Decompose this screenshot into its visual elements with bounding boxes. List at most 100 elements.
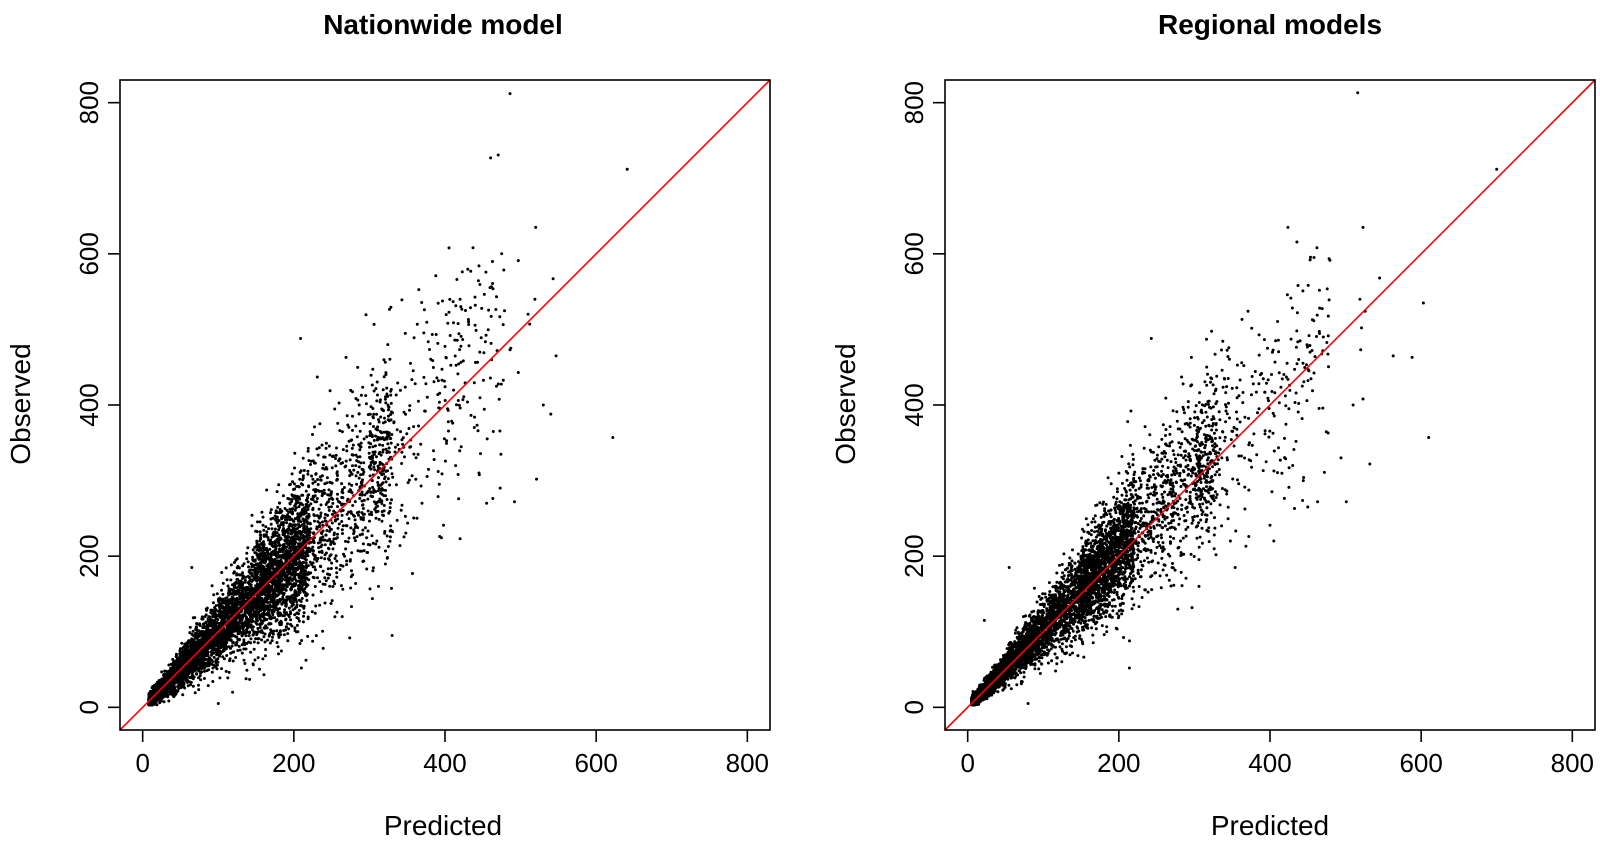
data-point: [191, 647, 195, 651]
data-point: [212, 593, 216, 597]
data-point: [172, 684, 176, 688]
data-point: [360, 532, 364, 536]
data-point: [311, 545, 315, 549]
y-tick-label: 0: [74, 700, 104, 714]
data-point: [270, 584, 274, 588]
data-point: [176, 666, 180, 670]
data-point: [299, 666, 303, 670]
data-point: [508, 92, 512, 96]
data-point: [167, 699, 171, 703]
data-point: [249, 571, 253, 575]
data-point: [196, 629, 200, 633]
data-point: [226, 676, 230, 680]
data-point: [209, 621, 213, 625]
data-point: [236, 607, 240, 611]
data-point: [244, 628, 248, 632]
data-point: [291, 608, 295, 612]
data-point: [226, 625, 230, 629]
data-point: [212, 609, 216, 613]
data-point: [227, 593, 231, 597]
data-point: [377, 584, 380, 588]
data-point: [209, 642, 213, 646]
data-point: [216, 613, 220, 617]
data-point: [299, 520, 303, 524]
data-point: [201, 664, 205, 668]
data-point: [333, 615, 337, 619]
data-point: [224, 669, 228, 673]
data-point: [300, 639, 304, 642]
data-point: [378, 398, 382, 402]
data-point: [380, 502, 384, 505]
data-point: [197, 657, 201, 661]
data-point: [325, 529, 329, 532]
data-point: [191, 616, 195, 620]
data-point: [184, 656, 188, 660]
data-point: [328, 558, 332, 562]
data-point: [174, 689, 178, 693]
data-point: [283, 572, 287, 576]
data-point: [281, 533, 285, 537]
data-point: [250, 513, 254, 517]
data-point: [259, 537, 263, 541]
data-point: [245, 557, 249, 561]
data-point: [162, 700, 166, 704]
data-point: [250, 524, 254, 528]
data-point: [225, 633, 229, 637]
data-point: [250, 574, 254, 578]
data-point: [279, 649, 283, 653]
data-point: [181, 674, 185, 678]
data-point: [355, 482, 359, 486]
data-point: [163, 676, 167, 679]
data-point: [353, 518, 357, 522]
data-point: [316, 576, 319, 580]
data-point: [340, 482, 344, 486]
data-point: [336, 505, 339, 509]
data-point: [244, 677, 248, 681]
y-tick-label: 400: [74, 383, 104, 426]
data-point: [297, 555, 301, 559]
data-point: [275, 629, 279, 633]
data-point: [290, 541, 293, 545]
data-point: [302, 614, 305, 618]
data-point: [265, 530, 269, 534]
data-point: [243, 599, 247, 603]
data-point: [329, 505, 333, 509]
data-point: [218, 624, 222, 627]
data-point: [350, 438, 354, 442]
data-point: [295, 573, 299, 576]
data-point: [220, 571, 224, 574]
data-point: [365, 491, 369, 495]
data-point: [195, 622, 199, 626]
data-point: [264, 525, 268, 529]
data-point: [204, 607, 208, 611]
data-point: [243, 592, 247, 596]
data-point: [269, 508, 273, 512]
data-point: [278, 630, 282, 634]
data-point: [269, 511, 272, 515]
data-point: [263, 640, 267, 644]
data-point: [268, 631, 272, 635]
y-tick-label: 200: [74, 534, 104, 577]
data-point: [471, 246, 475, 250]
data-point: [230, 634, 233, 638]
data-point: [287, 525, 291, 529]
data-point: [360, 493, 364, 497]
data-point: [526, 312, 530, 316]
data-point: [270, 527, 274, 531]
data-point: [239, 597, 243, 601]
data-point: [235, 572, 239, 576]
data-point: [187, 672, 191, 676]
data-point: [230, 630, 234, 634]
data-point: [388, 539, 392, 543]
data-point: [212, 621, 216, 624]
data-point: [224, 614, 228, 618]
data-point: [388, 535, 392, 539]
data-point: [314, 634, 318, 638]
data-point: [457, 497, 461, 501]
data-point: [201, 617, 205, 621]
data-point: [267, 634, 271, 638]
data-point: [277, 528, 281, 532]
data-point: [362, 437, 366, 441]
data-point: [218, 652, 222, 656]
